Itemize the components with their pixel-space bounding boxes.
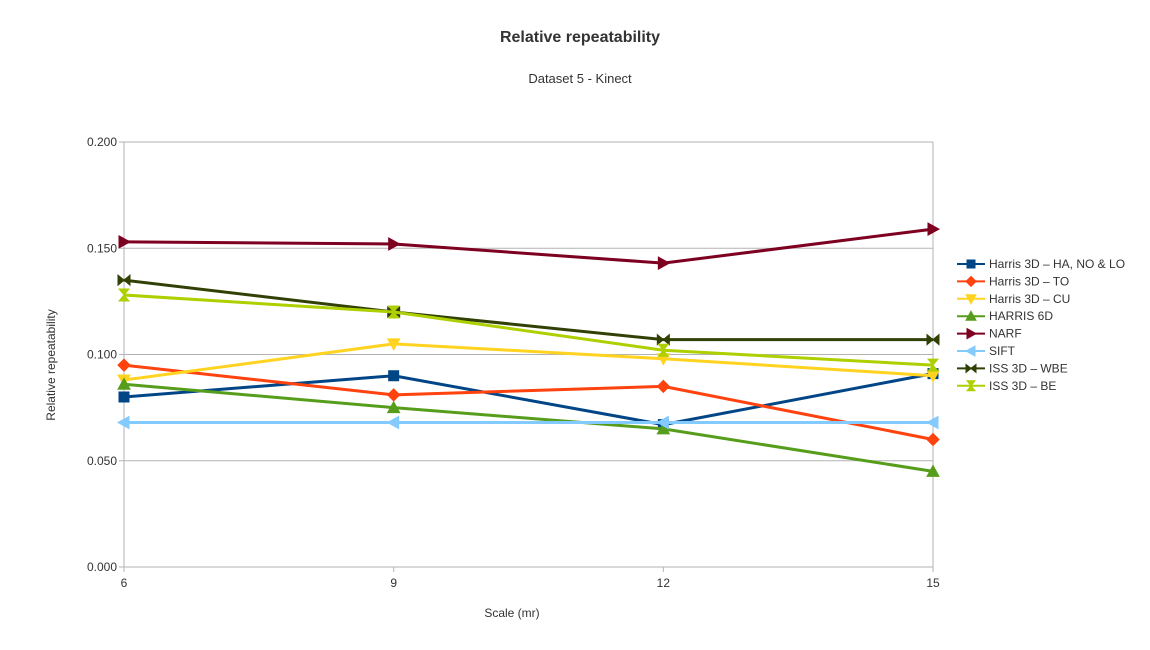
data-point: [926, 358, 940, 372]
legend-label: ISS 3D – WBE: [989, 361, 1068, 375]
x-tick-label: 15: [926, 576, 940, 590]
data-point: [656, 379, 671, 394]
x-tick-label: 9: [390, 576, 397, 590]
data-point: [387, 305, 400, 319]
data-point: [386, 415, 400, 430]
legend-item: HARRIS 6D: [957, 309, 1053, 323]
series: [116, 415, 939, 430]
data-point: [117, 358, 131, 372]
data-point: [116, 415, 130, 430]
legend-item: NARF: [957, 327, 1022, 341]
legend-swatch-marker: [964, 345, 976, 357]
legend-item: Harris 3D – HA, NO & LO: [957, 257, 1125, 271]
chart-subtitle: Dataset 5 - Kinect: [528, 71, 632, 86]
series: [117, 358, 940, 447]
x-tick-label: 12: [657, 576, 671, 590]
data-point: [926, 464, 940, 477]
legend-label: ISS 3D – BE: [989, 379, 1056, 393]
data-point: [117, 288, 131, 302]
series-line: [123, 278, 933, 342]
series: [117, 377, 940, 477]
series-line: [123, 372, 934, 427]
data-point: [656, 421, 671, 435]
data-point: [657, 343, 670, 357]
legend-label: NARF: [989, 327, 1022, 341]
legend-swatch-marker: [966, 259, 976, 269]
chart-title: Relative repeatability: [499, 29, 661, 46]
legend-item: ISS 3D – BE: [957, 379, 1056, 393]
data-point: [388, 237, 401, 251]
data-point: [388, 370, 400, 382]
legend-item: ISS 3D – WBE: [957, 361, 1068, 375]
data-point: [117, 377, 131, 390]
data-point: [657, 256, 671, 270]
series-line: [123, 363, 934, 441]
legend-label: SIFT: [989, 344, 1016, 358]
legend: Harris 3D – HA, NO & LO Harris 3D – TO Har…: [957, 257, 1125, 393]
data-point: [117, 274, 131, 287]
series-line: [123, 382, 934, 473]
legend-item: SIFT: [957, 344, 1016, 358]
series-line: [123, 227, 934, 265]
data-point: [386, 388, 401, 402]
legend-swatch-marker: [965, 310, 977, 321]
y-tick-label: 0.100: [87, 348, 117, 362]
legend-swatch-marker: [965, 294, 977, 305]
y-tick-label: 0.200: [87, 135, 117, 149]
legend-swatch-marker: [966, 327, 978, 340]
legend-swatch-marker: [965, 275, 977, 288]
x-tick-label: 6: [121, 576, 128, 590]
data-point: [925, 415, 939, 430]
data-point: [656, 333, 670, 346]
legend-label: Harris 3D – CU: [989, 292, 1070, 306]
y-tick-label: 0.050: [87, 454, 117, 468]
series: [117, 274, 940, 346]
gridlines: [124, 141, 933, 568]
data-point: [926, 333, 940, 346]
legend-item: Harris 3D – TO: [957, 274, 1069, 288]
series-line: [123, 342, 934, 382]
legend-swatch-marker: [965, 380, 977, 392]
data-point: [926, 432, 940, 447]
data-point: [386, 400, 401, 414]
data-point: [118, 235, 132, 249]
x-axis-label: Scale (mr): [484, 606, 539, 620]
legend-label: HARRIS 6D: [989, 309, 1053, 323]
data-point: [386, 338, 401, 351]
y-axis-label: Relative repeatability: [44, 309, 58, 420]
legend-label: Harris 3D – HA, NO & LO: [989, 257, 1125, 271]
series-line: [123, 293, 934, 367]
data-point: [927, 222, 941, 236]
legend-label: Harris 3D – TO: [989, 274, 1069, 288]
series: [117, 288, 940, 372]
data-point: [656, 415, 669, 430]
data-point: [118, 391, 130, 403]
axes: 0.000 0.050 0.100 0.150 0.200 6 9 12 15: [87, 135, 940, 590]
series-group: [116, 222, 941, 477]
series: [118, 222, 941, 270]
y-tick-label: 0.000: [87, 560, 117, 574]
legend-item: Harris 3D – CU: [957, 292, 1070, 306]
y-tick-label: 0.150: [87, 241, 117, 255]
legend-swatch-marker: [965, 363, 977, 374]
